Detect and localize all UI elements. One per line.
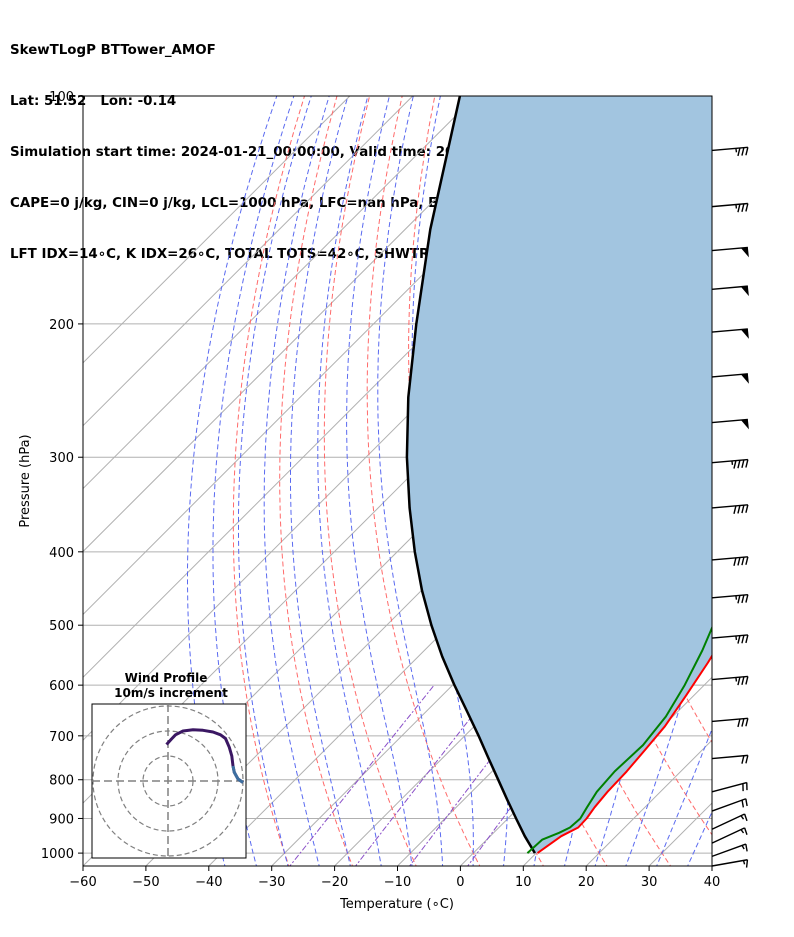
x-tick-label: 0 <box>456 875 464 890</box>
y-tick-label: 1000 <box>41 847 74 862</box>
wind-profile-inset: Wind Profile 10m/s increment <box>91 671 247 859</box>
moist-adiabat <box>187 96 278 866</box>
x-tick-label: 20 <box>578 875 595 890</box>
dry-adiabat <box>323 96 417 866</box>
title-location: Lat: 51.52 Lon: -0.14 <box>10 94 177 109</box>
x-tick-label: −40 <box>195 875 222 890</box>
wind-barb <box>711 798 748 812</box>
isotherm-line <box>83 96 539 553</box>
wind-barb <box>711 285 749 297</box>
y-tick-label: 600 <box>49 679 74 694</box>
wind-barb <box>711 859 749 868</box>
moist-adiabat <box>263 96 330 866</box>
isotherm-line <box>775 96 794 866</box>
wind-barb <box>711 717 749 728</box>
parcel-shading <box>406 96 712 854</box>
x-tick-label: −20 <box>321 875 348 890</box>
moist-adiabat <box>656 727 712 866</box>
x-tick-label: 40 <box>704 875 721 890</box>
x-axis-label: Temperature (∘C) <box>339 897 454 912</box>
wind-barb <box>711 328 749 339</box>
hodograph-trace-surface <box>231 765 244 784</box>
wind-barb <box>711 246 749 258</box>
parcel-line <box>405 96 536 854</box>
mixing-ratio-line <box>354 684 497 866</box>
wind-barb <box>711 593 749 604</box>
wind-barb <box>711 202 749 213</box>
y-tick-label: 400 <box>49 546 74 561</box>
isotherm-line <box>334 487 712 866</box>
wind-barb <box>711 754 749 764</box>
moist-adiabat <box>346 96 413 866</box>
y-tick-label: 300 <box>49 451 74 466</box>
wind-barb <box>711 843 748 858</box>
moist-adiabat <box>290 96 351 866</box>
dry-adiabat <box>232 96 305 866</box>
x-tick-label: −60 <box>69 875 96 890</box>
wind-barb <box>711 418 749 430</box>
wind-barb <box>711 556 749 566</box>
wind-barb <box>711 675 749 686</box>
wind-barb <box>711 813 748 830</box>
x-tick-label: 10 <box>515 875 532 890</box>
profile-lines <box>405 96 712 854</box>
wind-barbs <box>711 146 749 868</box>
moist-adiabat <box>377 96 444 866</box>
x-tick-label: 30 <box>641 875 658 890</box>
wind-barb <box>711 146 749 157</box>
isotherm-line <box>711 865 712 866</box>
x-tick-label: −30 <box>258 875 285 890</box>
dry-adiabat <box>366 96 481 866</box>
dry-adiabat <box>279 96 354 866</box>
y-axis-label: Pressure (hPa) <box>18 434 33 527</box>
dry-adiabat <box>761 96 794 869</box>
inset-subtitle: 10m/s increment <box>114 686 228 700</box>
mixing-ratio-line <box>289 684 435 866</box>
wind-barb <box>711 458 749 469</box>
y-tick-label: 900 <box>49 812 74 827</box>
temperature-line <box>536 654 712 854</box>
x-tick-label: −10 <box>384 875 411 890</box>
wind-barb <box>711 373 749 384</box>
y-tick-label: 200 <box>49 318 74 333</box>
y-tick-label: 100 <box>49 90 74 105</box>
y-tick-label: 500 <box>49 619 74 634</box>
moist-adiabat <box>212 96 295 866</box>
wind-barb <box>711 634 749 644</box>
moist-adiabat <box>238 96 312 866</box>
y-tick-label: 700 <box>49 730 74 745</box>
isotherm-line <box>83 96 476 490</box>
wind-barb <box>711 504 749 514</box>
wind-barb <box>711 781 748 793</box>
y-tick-label: 800 <box>49 774 74 789</box>
inset-title: Wind Profile <box>125 671 208 685</box>
moist-adiabat <box>687 810 712 866</box>
isotherm-line <box>83 96 351 364</box>
axes: −60 −50 −40 −30 −20 −10 0 10 20 30 40 100 200 300 400 5… <box>41 90 720 890</box>
wind-barb <box>711 827 748 844</box>
moist-adiabat <box>717 96 794 869</box>
moist-adiabat <box>317 96 382 866</box>
isotherm-line <box>83 96 414 427</box>
x-tick-label: −50 <box>132 875 159 890</box>
dewpoint-line <box>526 625 712 854</box>
title-station: SkewTLogP BTTower_AMOF <box>10 43 216 58</box>
